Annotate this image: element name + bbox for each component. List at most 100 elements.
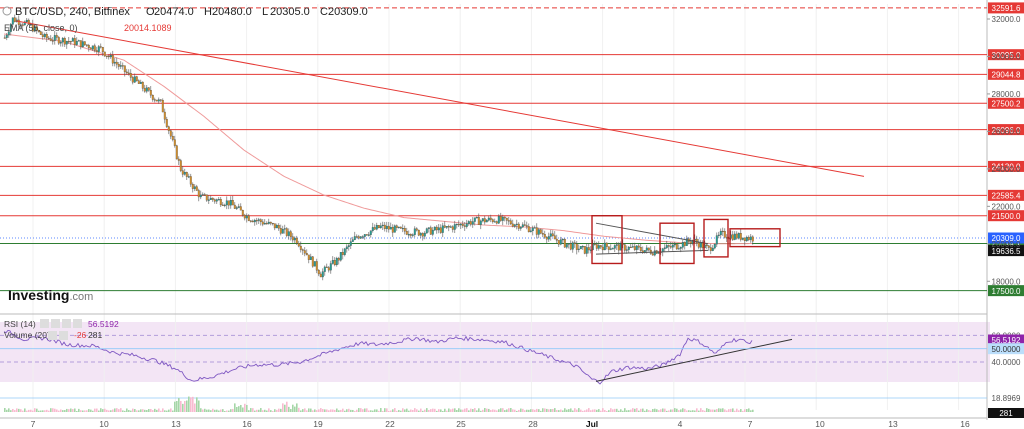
volume-bar [162,408,164,412]
candle-body [471,221,474,225]
candle-body [733,233,736,240]
volume-bar [272,410,274,412]
candle-body [79,40,82,48]
candle-body [393,225,396,233]
candle-body [505,217,508,221]
volume-bar [292,404,294,412]
candle-body [375,225,378,230]
candle-body [445,226,448,228]
volume-bar [38,410,40,412]
candle-body [51,40,54,42]
x-tick-label: 16 [960,419,970,429]
volume-bar [620,409,622,412]
volume-bar [548,409,550,412]
volume-bar [738,410,740,412]
volume-bar [424,409,426,412]
volume-bar [56,409,58,412]
volume-bar [610,408,612,412]
volume-label: Volume (20) [4,330,50,340]
volume-bar [568,409,570,412]
candle-body [97,46,100,52]
candle-body [487,217,490,221]
candle-body [459,223,462,226]
volume-bar [510,408,512,412]
volume-bar [408,410,410,412]
volume-bar [158,408,160,412]
candle-body [83,41,86,45]
candle-body [683,242,686,246]
candle-body [583,246,586,254]
candle-body [667,245,670,247]
candle-body [25,19,28,23]
volume-bar [582,410,584,412]
rsi-line [3,329,753,385]
candle-body [207,199,210,201]
candle-body [493,221,496,223]
level-price-tag [988,160,1024,172]
volume-bar [220,409,222,412]
candle-body [153,99,156,101]
volume-bar [564,408,566,412]
candle-body [671,244,674,248]
candle-body [229,200,232,206]
volume-bar [308,408,310,412]
candle-body [749,236,752,240]
candle-body [57,37,60,44]
candle-body [341,252,344,255]
volume-bar [150,408,152,412]
candle-body [123,65,126,73]
candle-body [735,233,738,239]
volume-bar [52,408,54,412]
candle-body [187,176,190,178]
volume-bar [116,408,118,412]
candle-body [745,237,748,242]
volume-bar [640,408,642,412]
candle-body [593,243,596,245]
volume-bar [18,408,20,412]
volume-bar [332,409,334,412]
candle-body [235,207,238,209]
level-price-label: 32591.6 [992,4,1021,13]
volume-header: Volume (20) -26 281 [4,330,102,340]
volume-bar [192,396,194,412]
candle-body [407,234,410,236]
volume-bar [644,410,646,412]
rsi-settings-icons[interactable] [40,319,82,328]
volume-bar [248,410,250,412]
chart-header: BTC/USD, 240, Bitfinex O 20474.0 H 20480.0 L… [2,6,368,33]
candle-body [669,246,672,248]
header-collapse-icon[interactable] [2,6,12,16]
volume-bar [120,408,122,412]
volume-bar [202,409,204,412]
volume-bar [594,409,596,412]
volume-bar [654,408,656,412]
x-tick-label: 10 [815,419,825,429]
volume-bar [286,401,288,412]
candle-body [291,236,294,241]
candle-body [679,247,682,249]
volume-bar [172,410,174,412]
candle-body [403,228,406,232]
trend-lines [15,20,865,255]
volume-bar [298,407,300,412]
candle-body [167,126,170,131]
volume-bar [576,409,578,412]
volume-bar [302,409,304,412]
candle-body [597,245,600,249]
candle-body [179,160,182,171]
volume-bar [352,409,354,412]
volume-bar [188,396,190,412]
volume-bar [492,409,494,412]
volume-bar [430,409,432,412]
volume-bar [542,408,544,412]
volume-bar [406,408,408,412]
candle-body [305,253,308,256]
volume-bar [356,409,358,412]
volume-settings-icons[interactable] [48,331,68,340]
volume-tick-label: 18.8969 [992,394,1021,403]
candle-body [69,41,72,43]
volume-bar [710,409,712,412]
volume-bar [518,409,520,412]
volume-bar [214,409,216,412]
level-price-label: 30095.0 [992,51,1021,60]
